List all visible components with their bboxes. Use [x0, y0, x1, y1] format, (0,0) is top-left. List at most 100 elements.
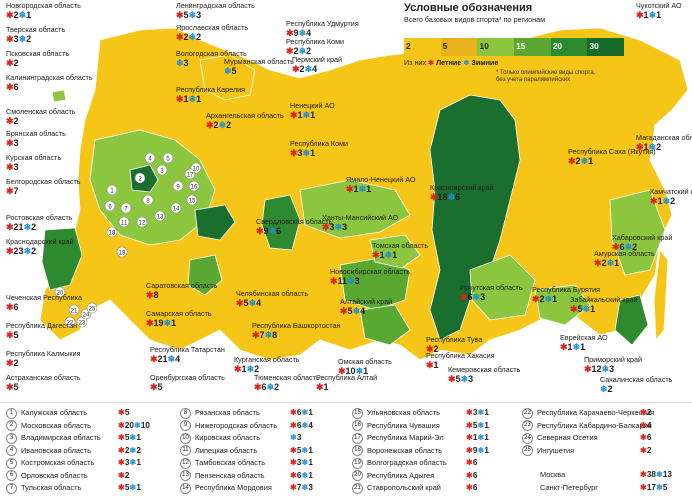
- rostov-krasnodar-shape: [41, 227, 83, 291]
- list-number: 17: [352, 432, 363, 444]
- winter-count: 4: [175, 354, 181, 364]
- summer-count: 3: [13, 138, 19, 148]
- red-star-icon: ✱: [146, 318, 154, 328]
- region-number: 24: [83, 312, 90, 318]
- summer-count: 38: [646, 470, 656, 479]
- red-star-icon: ✱: [640, 408, 647, 417]
- winter-count: 1: [308, 445, 313, 455]
- region-number: 20: [57, 290, 64, 296]
- region-label: Республика Дагестан ✱5: [6, 322, 77, 341]
- blue-snowflake-icon: ❄: [624, 242, 633, 252]
- red-star-icon: ✱: [118, 408, 125, 417]
- sport-count: ✱2❄4: [292, 64, 342, 74]
- region-name: Камчатский край: [650, 187, 692, 196]
- region-label: Алтайский край ✱5❄4: [340, 298, 392, 317]
- region-name: Сахалинская область: [600, 375, 673, 384]
- red-star-icon: ✱: [316, 382, 324, 392]
- legend-scale-step: 15: [514, 38, 551, 56]
- list-item: 20 Республика Адыгея ✱6: [352, 470, 516, 482]
- region-label: Новгородская область ✱2❄1: [6, 1, 81, 21]
- summer-count: 3: [13, 162, 19, 172]
- red-star-icon: ✱: [466, 433, 473, 442]
- sport-count: ✱7: [6, 186, 81, 196]
- sport-count: ✱18❄6: [430, 192, 494, 202]
- region-label: Псковская область ✱2: [6, 50, 69, 69]
- region-label: Архангельская область ✱2❄2: [206, 112, 284, 131]
- red-star-icon: ✱: [6, 10, 14, 20]
- region-name: Ярославская область: [176, 23, 249, 32]
- red-star-icon: ✱: [560, 342, 568, 352]
- sport-count: ✱1❄2: [636, 142, 692, 152]
- blue-snowflake-icon: ❄: [301, 408, 309, 417]
- region-name: Челябинская область: [236, 289, 309, 298]
- list-number: 11: [180, 445, 191, 457]
- city-name: Москва: [540, 470, 566, 479]
- region-label: Калининградская область ✱6: [6, 74, 93, 93]
- region-label: Ярославская область ✱2❄2: [176, 23, 249, 43]
- region-label: Свердловская область ✱9❄6: [256, 218, 332, 237]
- list-number: 19: [352, 457, 363, 469]
- list-region-name: Тамбовская область: [195, 458, 266, 467]
- region-label: Республика Коми ✱2❄2: [286, 38, 344, 57]
- list-number: 5: [6, 457, 17, 469]
- region-label: Брянская область ✱3: [6, 130, 66, 149]
- summer-count: 1: [472, 433, 478, 442]
- sport-count: ✱9❄1: [466, 445, 489, 456]
- sport-count: ✱5❄1: [290, 445, 313, 456]
- legend-scale-label: 2: [406, 41, 411, 51]
- sport-count: ✱3❄1: [290, 148, 348, 158]
- list-number: 2: [6, 420, 17, 432]
- region-label: Ленинградская область ✱5❄3: [176, 2, 255, 21]
- region-number-marker: 23: [76, 316, 88, 328]
- winter-count: 1: [484, 433, 489, 442]
- summer-count: 5: [13, 382, 19, 392]
- summer-count: 9: [472, 445, 478, 455]
- red-star-icon: ✱: [346, 184, 354, 194]
- region-number: 5: [166, 156, 170, 162]
- region-number-marker: 3: [156, 164, 168, 176]
- summer-count: 8: [153, 290, 159, 300]
- blue-snowflake-icon: ❄: [477, 433, 485, 442]
- region-name: Новгородская область: [6, 1, 81, 10]
- summer-count: 2: [124, 445, 130, 455]
- list-region-name: Ставропольский край: [367, 483, 441, 492]
- sport-count: ✱1❄1: [290, 110, 335, 120]
- region-label: Смоленская область ✱2: [6, 108, 76, 127]
- region-label: Республика Бурятия ✱2❄1: [532, 286, 600, 305]
- region-number: 17: [187, 172, 194, 178]
- sport-count: ✱5❄1: [466, 420, 489, 431]
- summer-count: 11: [337, 276, 348, 286]
- region-number-marker: 8: [142, 194, 154, 206]
- sport-count: ✱6: [466, 470, 477, 481]
- region-number-marker: 15: [186, 194, 198, 206]
- legend-scale-step: 20: [550, 38, 588, 56]
- winter-count: 2: [136, 445, 141, 455]
- red-star-icon: ✱: [118, 433, 125, 442]
- list-region-name: Нижегородская область: [195, 420, 278, 430]
- summer-count: 3: [124, 458, 130, 467]
- list-region-name: Воронежская область: [367, 445, 442, 455]
- blue-snowflake-icon: ❄: [298, 28, 307, 38]
- list-number: 6: [6, 470, 17, 482]
- list-number: 1: [6, 407, 17, 419]
- winter-count: 1: [392, 250, 398, 260]
- region-name: Тверская область: [6, 25, 66, 34]
- region-name: Томская область: [372, 241, 429, 250]
- summer-count: 2: [646, 445, 652, 455]
- winter-count: 1: [136, 433, 141, 442]
- sport-count: ✱3❄1: [118, 457, 141, 468]
- winter-count: 2: [226, 120, 232, 130]
- sport-count: ✱5: [6, 382, 81, 392]
- winter-count: 1: [310, 148, 316, 158]
- sport-count: ✱2: [6, 358, 80, 368]
- region-name: Республика Удмуртия: [286, 19, 359, 28]
- region-name: Краснодарский край: [6, 237, 74, 246]
- winter-count: 3: [354, 276, 360, 286]
- red-star-icon: ✱: [340, 306, 348, 316]
- list-item: 3 Владимирская область ✱5❄1: [6, 432, 168, 444]
- sport-count: ✱21❄4: [150, 354, 225, 364]
- list-number: 14: [180, 482, 191, 494]
- sport-count: ✱2❄2: [118, 445, 141, 456]
- sport-count: ✱1❄2: [234, 364, 300, 374]
- region-name: Забайкальский край: [570, 295, 638, 304]
